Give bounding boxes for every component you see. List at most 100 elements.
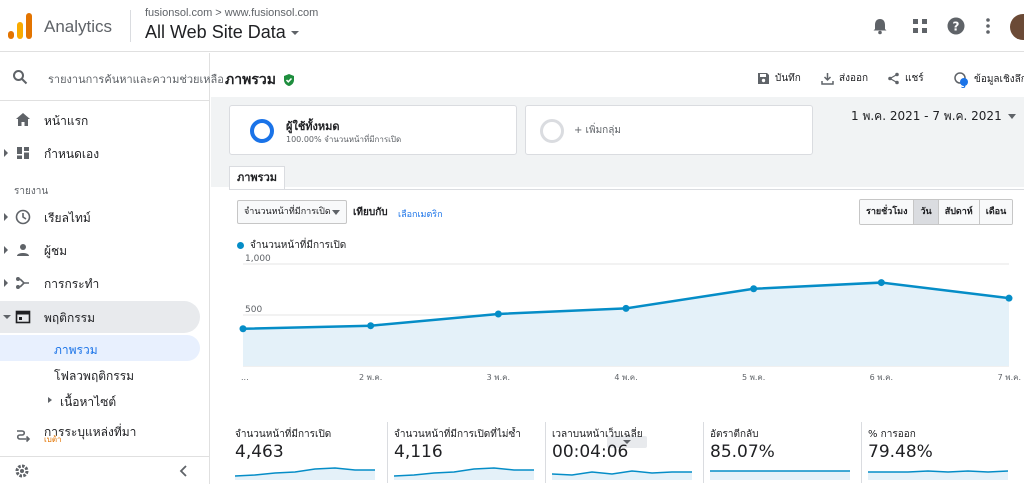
metric-cards: จำนวนหน้าที่มีการเปิด 4,463 จำนวนหน้าที่… [229, 422, 1024, 483]
share-button[interactable]: แชร์ [887, 71, 924, 86]
sidebar-search[interactable]: รายงานการค้นหาและความช่วยเหลือ [0, 53, 224, 101]
account-breadcrumb[interactable]: fusionsol.com > www.fusionsol.com [145, 7, 319, 19]
caret-down-icon [332, 210, 340, 215]
insights-label: ข้อมูลเชิงลึก [974, 73, 1024, 85]
metric-value: 79.48% [868, 442, 933, 462]
view-selector[interactable]: All Web Site Data [145, 22, 300, 43]
gear-icon[interactable] [14, 463, 30, 479]
sidebar-item-attribution[interactable]: การระบุแหล่งที่มา [0, 419, 210, 451]
home-icon [16, 113, 30, 126]
sparkline [235, 467, 375, 480]
expand-caret-icon [4, 213, 8, 221]
brand-name: Analytics [44, 17, 113, 36]
chart-panel: จำนวนหน้าที่มีการเปิด เทียบกับ เลือกเมตร… [229, 189, 1024, 484]
export-button[interactable]: ส่งออก [821, 71, 868, 86]
beta-badge: เบต้า [44, 435, 62, 444]
sidebar-item-home[interactable]: หน้าแรก [0, 104, 210, 136]
chevron-left-icon[interactable] [178, 465, 190, 477]
expand-caret-icon [4, 149, 8, 157]
insights-button[interactable]: ข้อมูลเชิงลึก [953, 71, 1024, 87]
more-vert-icon[interactable] [978, 16, 998, 36]
sidebar-item-behavior[interactable]: พฤติกรรม [0, 301, 200, 333]
main-content: ภาพรวม บันทึก ส่งออก แชร์ ข้อมูลเชิงลึก … [211, 53, 1024, 484]
section-label-reports: รายงาน [14, 186, 49, 197]
metric-card-pageviews[interactable]: จำนวนหน้าที่มีการเปิด 4,463 [229, 422, 379, 483]
metric-selector[interactable]: จำนวนหน้าที่มีการเปิด [237, 200, 347, 224]
pageviews-chart: 500 1,000... 2 พ.ค. 3 พ.ค. 4 พ.ค. 5 พ.ค. 6 พ.ค… [239, 254, 1021, 382]
segment-ring-icon [250, 119, 274, 143]
behavior-icon [15, 310, 31, 324]
granularity-month[interactable]: เดือน [978, 200, 1013, 224]
metric-label: อัตราตีกลับ [710, 429, 759, 440]
share-icon [888, 72, 899, 85]
granularity-week[interactable]: สัปดาห์ [937, 200, 979, 224]
acquisition-icon [16, 277, 29, 289]
segment-title: ผู้ใช้ทั้งหมด [286, 120, 340, 133]
metric-card-avg-time[interactable]: เวลาบนหน้าเว็บเฉลี่ย 00:04:06 [545, 422, 695, 483]
help-icon[interactable]: ? [946, 16, 966, 36]
sidebar-subitem-behavior-flow[interactable]: โฟลวพฤติกรรม [0, 361, 210, 387]
collapse-caret-icon [3, 315, 11, 319]
sidebar-item-acquisition[interactable]: การกระทำ [0, 267, 210, 299]
metric-card-bounce-rate[interactable]: อัตราตีกลับ 85.07% [703, 422, 853, 483]
search-placeholder: รายงานการค้นหาและความช่วยเหลือ [48, 73, 224, 86]
verified-shield-icon [283, 74, 294, 86]
granularity-day[interactable]: วัน [913, 200, 938, 224]
sidebar-item-audience[interactable]: ผู้ชม [0, 234, 210, 266]
sidebar-item-realtime[interactable]: เรียลไทม์ [0, 201, 210, 233]
search-icon [13, 70, 28, 85]
divider [130, 10, 131, 42]
empty-segment-ring-icon [540, 119, 564, 143]
series-area [243, 282, 1009, 366]
metric-value: 00:04:06 [552, 442, 629, 462]
sidebar-subitem-site-content[interactable]: เนื้อหาไซต์ [0, 387, 210, 413]
save-icon [758, 73, 769, 84]
sidebar-item-customization[interactable]: กำหนดเอง [0, 137, 210, 169]
save-button[interactable]: บันทึก [757, 71, 801, 86]
metric-label: เวลาบนหน้าเว็บเฉลี่ย [552, 429, 643, 440]
share-label: แชร์ [905, 73, 924, 84]
avatar[interactable] [1010, 14, 1024, 40]
legend-label: จำนวนหน้าที่มีการเปิด [250, 240, 347, 251]
data-point [367, 322, 375, 330]
data-point [239, 325, 247, 333]
clock-icon [15, 209, 31, 225]
chart-collapse-handle[interactable] [607, 436, 647, 448]
segment-all-users[interactable]: ผู้ใช้ทั้งหมด 100.00% จำนวนหน้าที่มีการเ… [229, 105, 517, 155]
metric-label: % การออก [868, 429, 916, 440]
sidebar-item-label: ผู้ชม [44, 244, 68, 258]
x-tick-label: 7 พ.ค. [998, 373, 1021, 382]
apps-grid-icon[interactable] [910, 16, 930, 36]
sidebar-subitem-label: เนื้อหาไซต์ [60, 395, 117, 409]
download-icon [821, 73, 834, 85]
x-tick-label: 3 พ.ค. [487, 373, 510, 382]
add-segment-button[interactable]: + เพิ่มกลุ่ม [525, 105, 813, 155]
analytics-logo-icon[interactable] [8, 13, 32, 39]
granularity-hourly[interactable]: รายชั่วโมง [860, 200, 914, 224]
dashboard-icon [17, 147, 29, 159]
x-tick-label: 2 พ.ค. [359, 373, 382, 382]
sidebar-subitem-overview[interactable]: ภาพรวม [0, 335, 200, 361]
data-point [877, 279, 885, 287]
select-metric-link[interactable]: เลือกเมตริก [398, 210, 443, 220]
metric-card-exit-rate[interactable]: % การออก 79.48% [861, 422, 1011, 483]
metric-card-unique-pageviews[interactable]: จำนวนหน้าที่มีการเปิดที่ไม่ซ้ำ 4,116 [387, 422, 537, 483]
y-tick-label: 1,000 [245, 254, 271, 264]
page-title: ภาพรวม [225, 69, 296, 91]
tab-overview[interactable]: ภาพรวม [229, 166, 285, 190]
bell-icon[interactable] [870, 16, 890, 36]
metric-value: 4,463 [235, 442, 284, 462]
y-tick-label: 500 [245, 305, 262, 315]
data-point [750, 285, 758, 293]
sparkline [394, 467, 534, 480]
x-tick-label: 5 พ.ค. [742, 373, 765, 382]
versus-label: เทียบกับ [353, 207, 388, 218]
date-range-picker[interactable]: 1 พ.ค. 2021 - 7 พ.ค. 2021 [851, 107, 1016, 126]
sidebar-item-label: พฤติกรรม [44, 311, 96, 325]
sparkline [710, 470, 850, 480]
insights-count-badge: 3 [961, 82, 966, 90]
metric-value: 4,116 [394, 442, 443, 462]
x-tick-label: ... [241, 373, 249, 382]
person-icon [17, 244, 29, 256]
